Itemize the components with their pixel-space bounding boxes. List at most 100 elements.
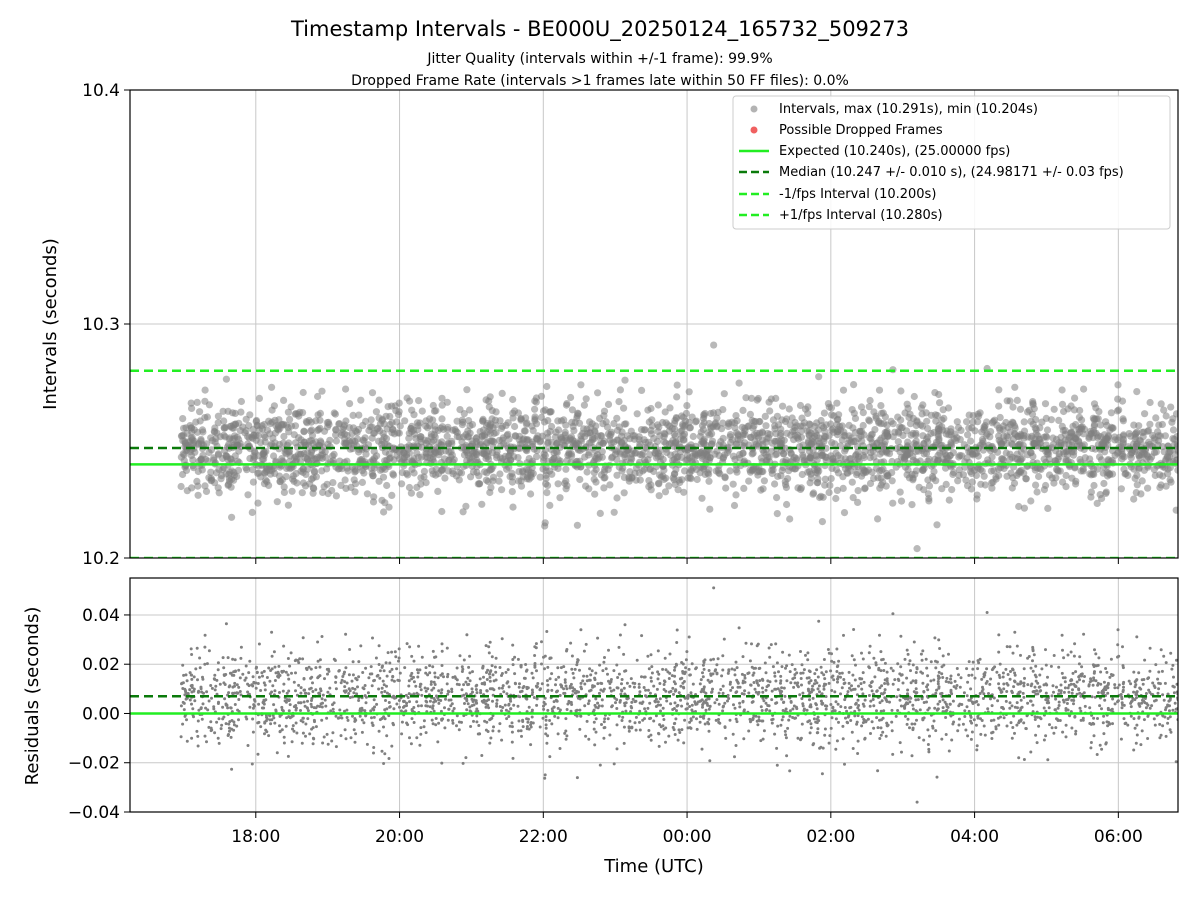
residual-point [643,717,646,721]
interval-point [219,465,227,474]
interval-point [320,427,329,435]
interval-point [280,432,288,441]
residual-point [678,731,682,734]
residual-point [716,657,720,661]
interval-point [527,490,535,498]
residual-point [433,675,437,679]
residual-point [669,702,673,706]
residual-point [602,720,606,724]
interval-point [280,483,288,491]
interval-point [621,420,629,428]
residual-point [667,677,671,680]
residual-point [793,676,797,680]
residual-point [1097,656,1101,660]
residual-point [184,673,188,677]
residual-point [370,684,374,688]
residual-point [821,746,825,750]
residual-point [1061,648,1064,652]
interval-point [942,464,950,472]
interval-point [904,438,912,446]
residual-point [603,717,607,721]
residual-point [520,689,524,693]
residual-point [638,720,641,724]
interval-point [525,455,533,463]
interval-point [1119,415,1127,423]
residual-point [394,655,398,659]
interval-point [376,427,384,435]
interval-point [645,483,653,491]
residual-point [805,708,809,712]
residual-point [569,682,573,686]
interval-point [798,470,806,479]
interval-point [342,385,350,393]
interval-point [925,482,934,490]
residual-point [1135,696,1138,700]
interval-point [318,387,326,395]
residual-point [851,673,855,677]
interval-point [585,485,593,493]
residual-point [800,663,804,667]
interval-point [866,479,875,488]
interval-point [1015,502,1023,511]
interval-point [614,436,622,444]
residual-point [383,752,387,756]
interval-point [1119,438,1127,446]
residual-point [562,691,566,695]
residual-point [198,656,202,660]
residual-point [847,670,851,674]
interval-point [813,456,821,464]
residual-point [1064,723,1068,727]
interval-point [543,489,551,497]
residual-point [788,670,792,674]
residual-point [860,651,863,655]
interval-point [205,474,213,482]
residual-point [787,653,791,657]
residual-point [990,704,994,708]
residual-point [578,668,581,672]
residual-point [802,707,806,711]
residual-point [800,697,804,701]
residual-point [659,725,663,729]
interval-point [720,390,728,398]
interval-point [288,487,296,495]
residual-point [634,728,638,732]
interval-point [636,476,644,484]
residual-point [1023,676,1026,680]
interval-point [721,474,729,482]
interval-point [1088,444,1096,453]
interval-point [255,426,263,434]
interval-point [929,474,937,482]
interval-point [452,427,460,435]
residual-point [832,678,836,682]
interval-point [687,467,695,475]
interval-point [407,424,415,433]
residual-point [616,676,620,679]
residual-point [254,681,258,685]
residual-point [468,679,472,683]
interval-point [1145,438,1153,446]
interval-point [953,418,961,426]
interval-point [719,406,727,414]
interval-point [445,448,453,456]
residual-point [354,718,358,722]
interval-point [484,452,492,460]
residual-point [1042,706,1046,710]
residual-point [839,705,843,709]
interval-point [434,426,442,435]
interval-point [254,499,262,507]
interval-point [1090,400,1099,408]
residual-point [837,720,840,724]
interval-point [742,394,750,402]
interval-point [828,464,836,472]
interval-point [910,392,918,401]
interval-point [244,440,252,448]
interval-point [949,470,957,478]
residual-point [189,647,193,651]
residual-point [1072,654,1076,658]
residual-point [331,731,335,735]
interval-point [1038,418,1046,426]
interval-point [459,418,467,426]
interval-point [323,465,331,473]
residual-point [196,719,200,723]
